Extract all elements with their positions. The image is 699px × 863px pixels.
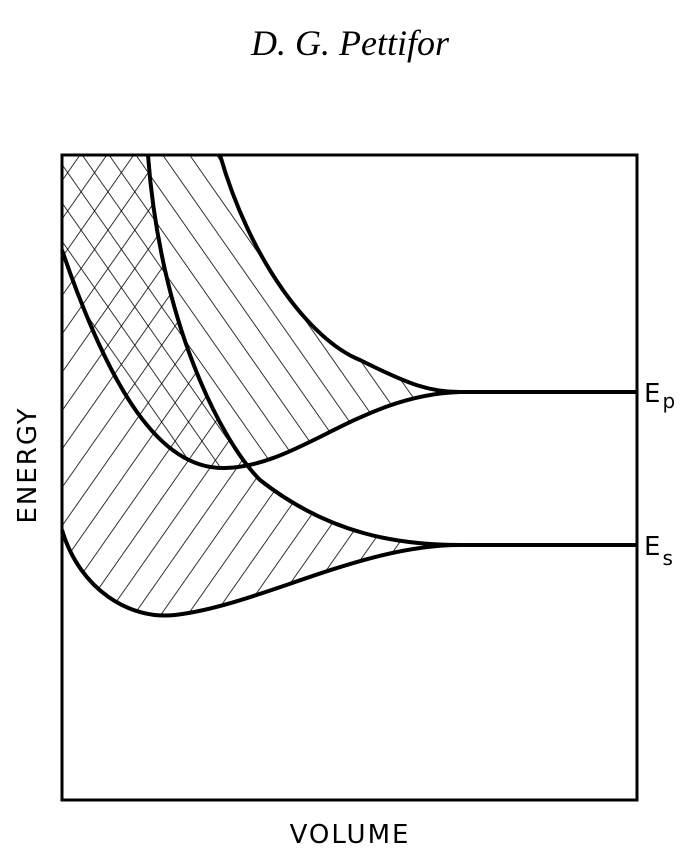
author: D. G. Pettifor	[250, 23, 450, 63]
level-subscript: p	[662, 389, 677, 413]
level-label-p: Ep	[644, 379, 677, 413]
frame	[60, 153, 639, 802]
y-axis-label: ENERGY	[13, 406, 43, 523]
s-band-upper-edge	[146, 154, 637, 547]
p-band-hatch	[62, 155, 460, 469]
level-subscript: s	[662, 546, 674, 570]
level-symbol: E	[644, 532, 662, 562]
p-band-lower-edge	[60, 249, 637, 471]
level-symbol: E	[644, 379, 662, 409]
p-band-upper-edge	[218, 154, 461, 394]
level-label-s: Es	[644, 532, 675, 570]
x-axis-label: VOLUME	[290, 820, 411, 850]
s-band-lower-edge	[60, 529, 461, 618]
